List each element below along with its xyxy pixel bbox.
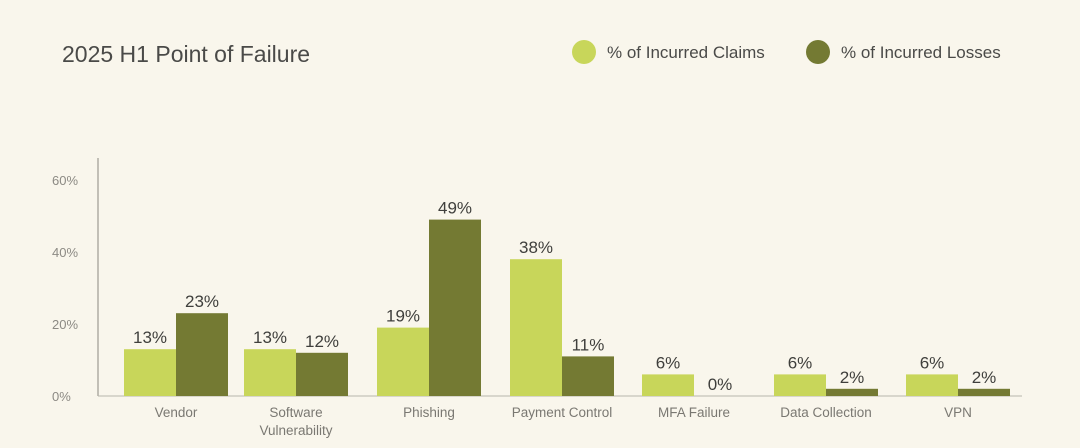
- data-label: 2%: [840, 368, 865, 387]
- data-label: 6%: [656, 353, 681, 372]
- bar-claims: [377, 327, 429, 396]
- x-category-label: MFA Failure: [658, 405, 730, 420]
- legend-label-claims: % of Incurred Claims: [607, 43, 765, 62]
- bar-claims: [124, 349, 176, 396]
- legend: % of Incurred Claims % of Incurred Losse…: [572, 40, 1001, 64]
- x-category-label: VPN: [944, 405, 972, 420]
- bar-losses: [176, 313, 228, 396]
- legend-swatch-losses: [806, 40, 830, 64]
- legend-label-losses: % of Incurred Losses: [841, 43, 1001, 62]
- bar-losses: [296, 352, 348, 396]
- bars: 13% 13% 19% 38% 6% 6% 6% 23% 12% 49% 11% 0% 2% 2%: [124, 199, 1010, 396]
- bar-claims: [774, 374, 826, 396]
- data-label: 23%: [185, 292, 219, 311]
- y-tick-label: 60%: [52, 173, 78, 188]
- data-label: 6%: [920, 353, 945, 372]
- data-label: 2%: [972, 368, 997, 387]
- bar-claims: [510, 259, 562, 396]
- bar-losses: [562, 356, 614, 396]
- y-axis-ticks: 0% 20% 40% 60%: [52, 173, 78, 404]
- data-label: 11%: [572, 335, 605, 354]
- x-category-label: Data Collection: [780, 405, 872, 420]
- x-category-label: Vendor: [155, 405, 198, 420]
- bar-claims: [642, 374, 694, 396]
- data-label: 6%: [788, 353, 813, 372]
- data-label: 49%: [438, 199, 472, 218]
- bar-losses: [958, 388, 1010, 396]
- y-tick-label: 20%: [52, 317, 78, 332]
- bar-claims: [244, 349, 296, 396]
- x-category-label: Software: [269, 405, 322, 420]
- data-label: 19%: [386, 307, 420, 326]
- x-axis-categories: Vendor Software Vulnerability Phishing Payme…: [155, 405, 972, 438]
- x-category-label: Phishing: [403, 405, 455, 420]
- chart-title: 2025 H1 Point of Failure: [62, 41, 310, 67]
- x-category-label: Payment Control: [512, 405, 613, 420]
- data-label: 13%: [133, 328, 167, 347]
- data-label: 12%: [305, 332, 339, 351]
- y-tick-label: 40%: [52, 245, 78, 260]
- legend-swatch-claims: [572, 40, 596, 64]
- data-label: 0%: [708, 375, 733, 394]
- bar-losses: [826, 388, 878, 396]
- bar-claims: [906, 374, 958, 396]
- data-label: 38%: [519, 238, 553, 257]
- x-category-label: Vulnerability: [259, 423, 332, 438]
- data-label: 13%: [253, 328, 287, 347]
- bar-losses: [429, 219, 481, 396]
- y-tick-label: 0%: [52, 389, 71, 404]
